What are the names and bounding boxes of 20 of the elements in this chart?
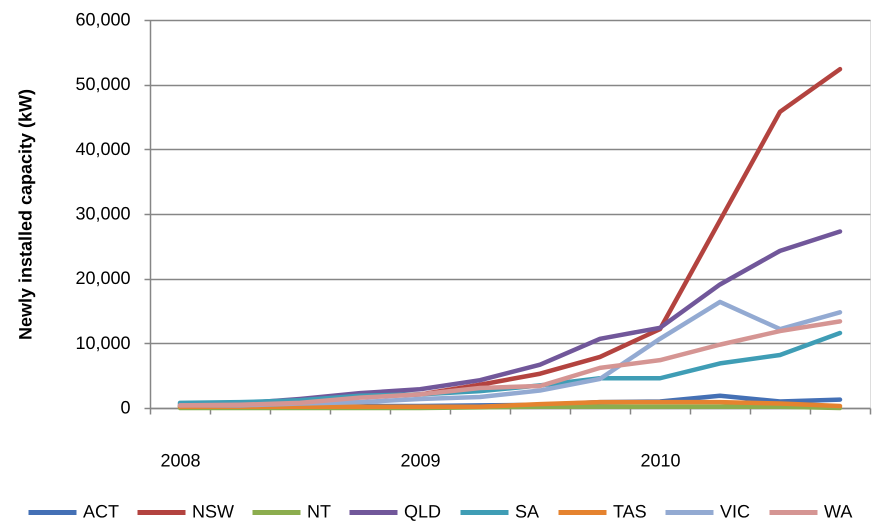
y-tick-label: 50,000 bbox=[75, 74, 130, 94]
x-tick-label: 2010 bbox=[640, 450, 681, 470]
legend-label: TAS bbox=[613, 502, 647, 522]
y-tick-label: 30,000 bbox=[75, 204, 130, 224]
legend-label: NT bbox=[307, 502, 331, 522]
y-tick-label: 60,000 bbox=[75, 10, 130, 30]
y-tick-label: 40,000 bbox=[75, 138, 130, 159]
x-tick-label: 2009 bbox=[400, 450, 441, 470]
y-axis-title: Newly installed capacity (kW) bbox=[15, 88, 36, 340]
y-tick-label: 0 bbox=[120, 398, 130, 418]
line-series bbox=[178, 319, 842, 408]
legend-label: VIC bbox=[720, 502, 750, 522]
x-tick-label: 2008 bbox=[160, 450, 201, 470]
legend-label: SA bbox=[515, 502, 540, 522]
legend-label: ACT bbox=[83, 502, 120, 522]
legend-label: QLD bbox=[404, 502, 442, 522]
legend-label: NSW bbox=[192, 502, 234, 522]
y-tick-label: 20,000 bbox=[75, 268, 130, 288]
y-tick-label: 10,000 bbox=[75, 332, 130, 353]
legend-label: WA bbox=[824, 502, 852, 522]
